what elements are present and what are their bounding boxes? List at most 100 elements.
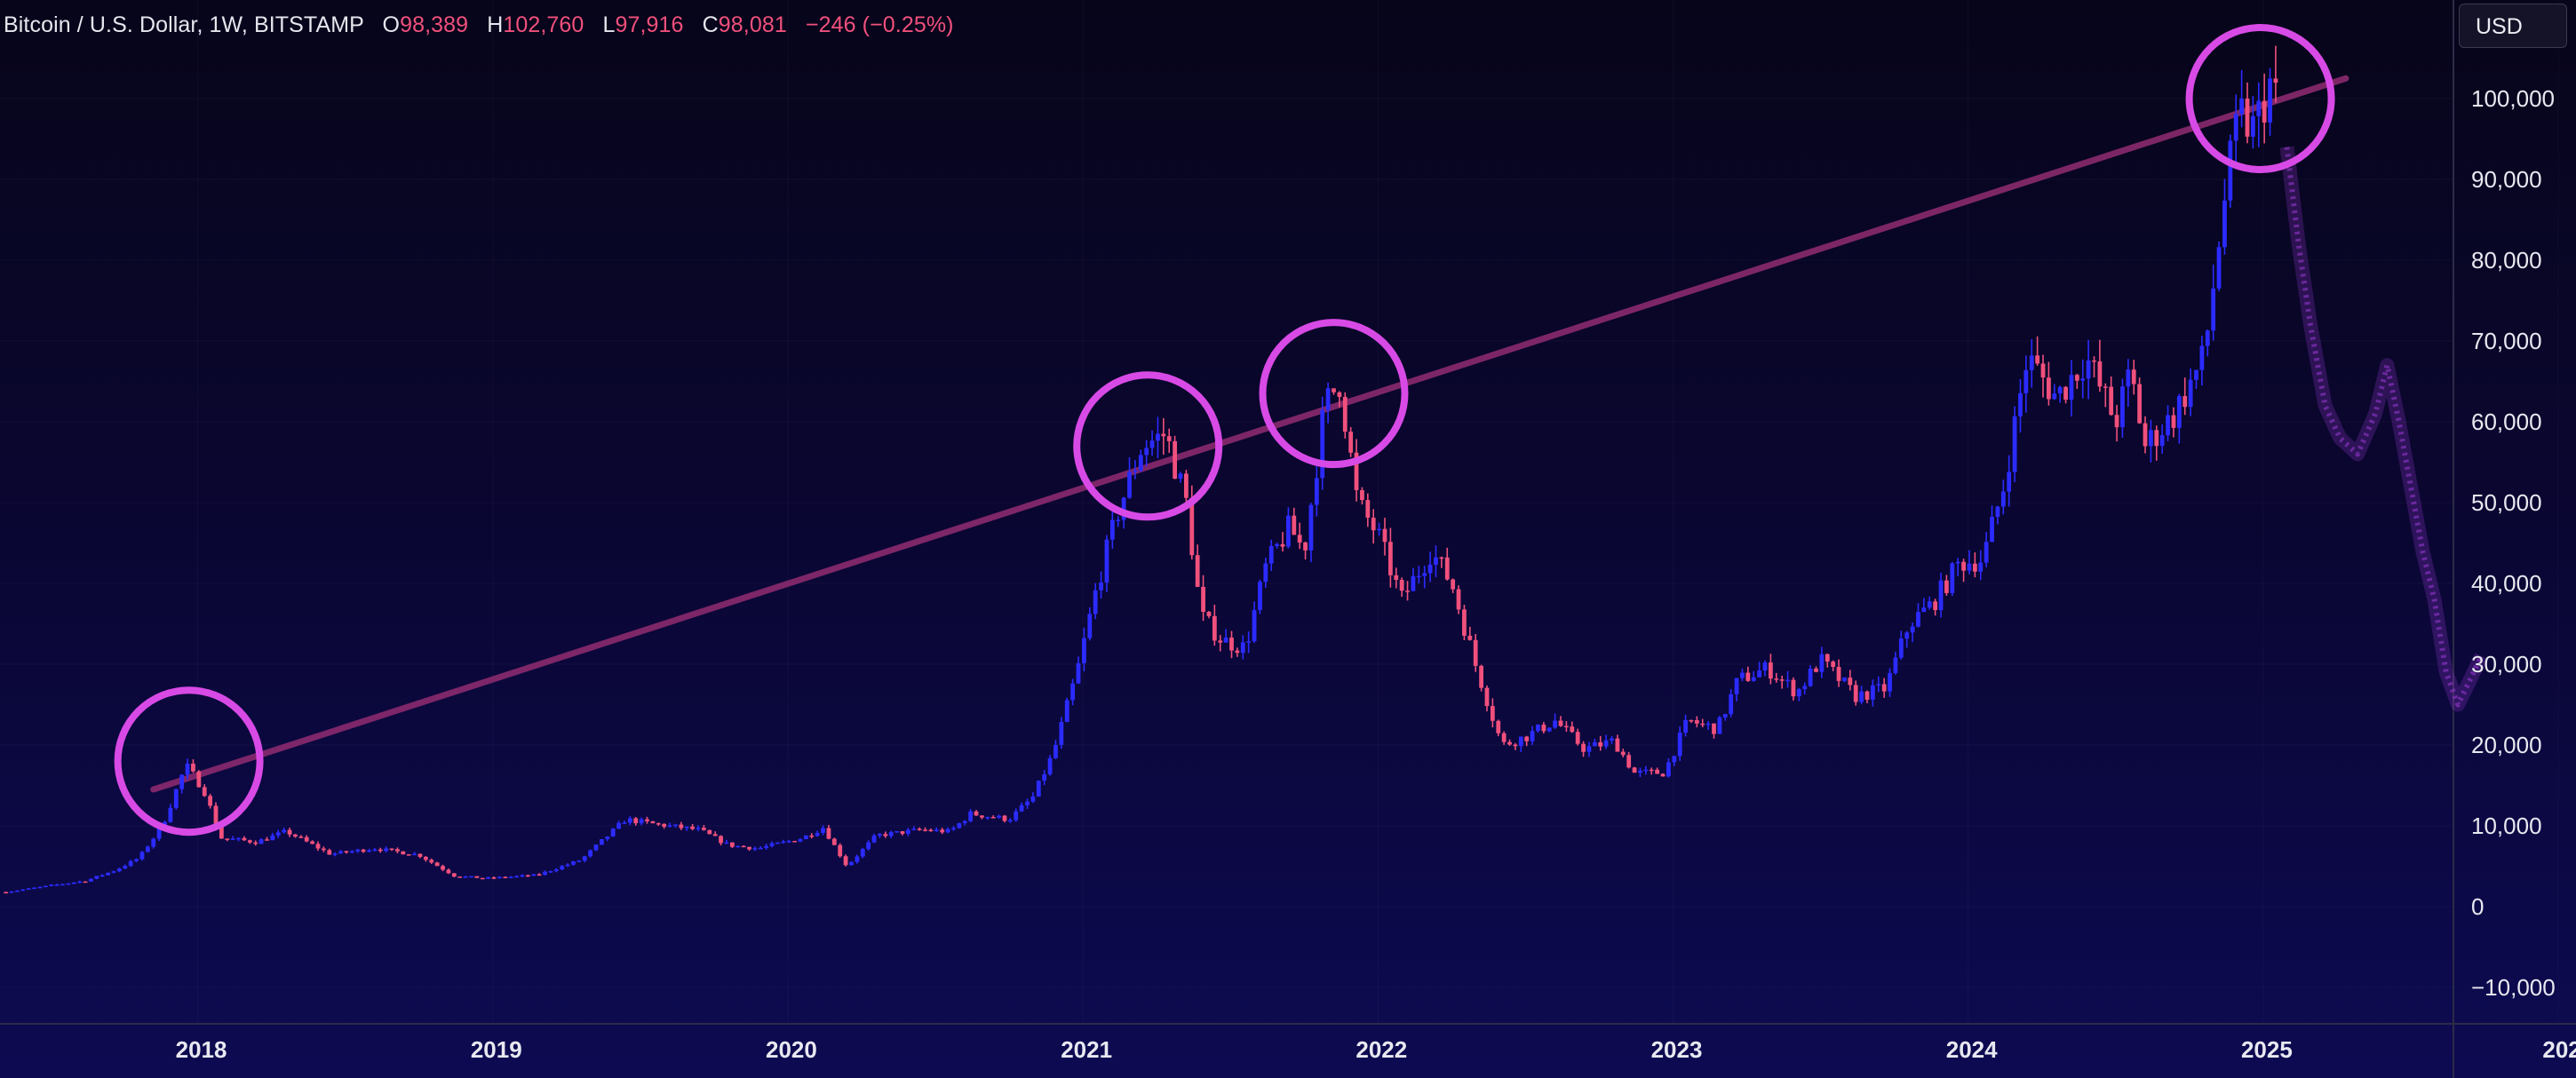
candle-body xyxy=(304,836,309,842)
candle-body xyxy=(1297,535,1302,543)
candle-body xyxy=(2273,78,2278,83)
chart-grid xyxy=(0,0,2558,1024)
candle-body xyxy=(1183,473,1189,498)
symbol-title: Bitcoin / U.S. Dollar, 1W, BITSTAMP xyxy=(4,12,364,37)
candle-body xyxy=(338,851,343,854)
candle-body xyxy=(633,818,639,824)
candle-body xyxy=(531,874,537,876)
candle-body xyxy=(968,811,974,821)
candle-body xyxy=(769,843,775,846)
candle-body xyxy=(2109,386,2114,416)
candle-body xyxy=(128,860,133,867)
candle-body xyxy=(1762,662,1768,671)
candle-body xyxy=(1268,545,1274,564)
candle-body xyxy=(2239,98,2245,115)
candle-body xyxy=(735,845,741,848)
candle-body xyxy=(917,828,922,830)
candle-body xyxy=(349,851,354,853)
candle-body xyxy=(2256,100,2262,116)
candle-body xyxy=(1416,575,1421,578)
candle-body xyxy=(1235,650,1240,654)
candle-body xyxy=(1501,733,1507,742)
candle-body xyxy=(1745,672,1751,681)
candle-body xyxy=(2012,416,2017,472)
candle-body xyxy=(1042,774,1047,781)
candle-body xyxy=(985,817,990,819)
candle-body xyxy=(1722,714,1728,717)
candle-body xyxy=(4,892,9,894)
candle-body xyxy=(719,836,723,844)
candle-body xyxy=(1462,609,1467,636)
candle-body xyxy=(236,837,241,840)
candle-body xyxy=(1570,726,1575,733)
candle-body xyxy=(1972,563,1977,572)
candle-body xyxy=(54,884,60,886)
candle-body xyxy=(1405,591,1410,592)
candle-body xyxy=(1178,473,1183,480)
candle-body xyxy=(627,818,632,823)
candle-body xyxy=(1802,686,1808,690)
candle-body xyxy=(1990,517,1994,543)
candle-body xyxy=(1087,614,1093,638)
high-value: 102,760 xyxy=(503,12,584,37)
candle-body xyxy=(1263,563,1268,583)
candle-body xyxy=(2074,375,2079,381)
currency-button[interactable]: USD xyxy=(2459,4,2567,48)
candle-body xyxy=(588,850,593,857)
candle-body xyxy=(1910,626,1915,633)
candle-body xyxy=(928,829,934,832)
candle-body xyxy=(752,848,758,850)
price-tick-label: 40,000 xyxy=(2471,570,2542,597)
peak-highlight-circle xyxy=(1259,319,1409,469)
candle-body xyxy=(372,849,378,852)
candle-body xyxy=(2233,114,2238,141)
candle-body xyxy=(843,856,848,866)
candle-body xyxy=(883,834,888,836)
candle-body xyxy=(707,829,712,835)
candle-body xyxy=(1791,679,1796,697)
candle-body xyxy=(389,848,394,850)
candle-body xyxy=(9,892,14,893)
candle-body xyxy=(923,829,927,831)
candle-body xyxy=(1666,762,1671,777)
time-tick-label: 2025 xyxy=(2241,1036,2293,1063)
candle-body xyxy=(2245,98,2250,137)
candle-body xyxy=(1076,662,1081,684)
candle-body xyxy=(1439,557,1444,559)
candle-body xyxy=(1700,723,1705,725)
candle-body xyxy=(401,851,406,855)
candle-body xyxy=(1507,741,1512,745)
candle-body xyxy=(553,869,559,872)
candle-body xyxy=(2194,369,2198,380)
candle-body xyxy=(1337,392,1342,397)
candle-body xyxy=(764,845,769,848)
candle-body xyxy=(696,828,701,829)
candle-body xyxy=(367,850,371,852)
candle-body xyxy=(1053,744,1058,758)
time-tick-label: 2018 xyxy=(176,1036,227,1063)
candle-body xyxy=(1757,670,1762,678)
candle-body xyxy=(911,828,917,830)
candle-body xyxy=(712,834,718,836)
candle-body xyxy=(565,864,570,867)
candle-body xyxy=(1451,579,1456,590)
candle-body xyxy=(741,845,746,848)
candle-body xyxy=(622,822,627,824)
candle-body xyxy=(1638,770,1642,773)
candle-body xyxy=(1955,561,1960,564)
candle-body xyxy=(2086,360,2091,379)
candle-body xyxy=(1320,409,1325,479)
candle-body xyxy=(974,811,979,816)
candle-body xyxy=(1553,720,1558,728)
candle-body xyxy=(1575,732,1580,744)
candle-body xyxy=(1229,638,1234,651)
candle-body xyxy=(145,846,150,852)
price-axis[interactable]: 100,000 90,000 80,000 70,000 60,000 50,000 40,… xyxy=(2471,85,2556,1001)
time-tick-label: 2024 xyxy=(1946,1036,1998,1063)
candle-body xyxy=(94,876,99,879)
candle-body xyxy=(826,828,831,839)
time-axis[interactable]: 2018 2019 2020 2021 2022 2023 2024 2025 202 xyxy=(176,1036,2576,1063)
candle-body xyxy=(1467,635,1473,640)
resistance-trendline[interactable] xyxy=(150,75,2349,793)
